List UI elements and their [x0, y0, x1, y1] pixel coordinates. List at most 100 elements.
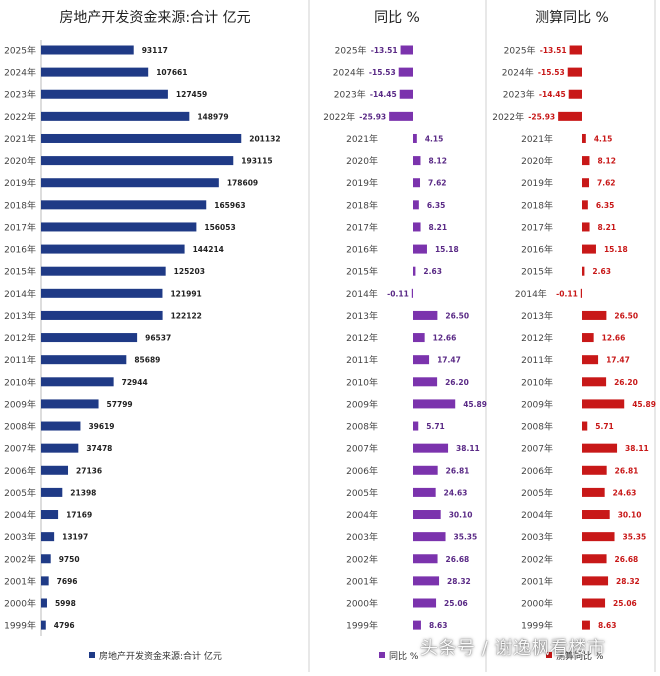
calc-legend-label: 测算同比 % [556, 650, 604, 662]
calc-yoy-year-label: 2011年 [521, 354, 553, 366]
calc-yoy-value-label: 45.89 [632, 400, 656, 409]
calc-yoy-value-label: 38.11 [625, 444, 649, 453]
funding-year-label: 2022年 [4, 111, 36, 123]
funding-year-label: 2005年 [4, 487, 36, 499]
yoy-bar [413, 377, 438, 387]
yoy-year-label: 2003年 [346, 531, 378, 543]
yoy-value-label: 17.47 [437, 356, 461, 365]
yoy-value-label: 26.81 [446, 466, 470, 475]
calc-yoy-value-label: 35.35 [623, 533, 647, 542]
funding-bar [41, 222, 197, 232]
calc-yoy-year-label: 2017年 [521, 221, 553, 233]
funding-value-label: 7696 [57, 577, 78, 586]
calc-yoy-bar [582, 443, 618, 453]
yoy-year-label: 2007年 [346, 443, 378, 455]
yoy-value-label: 26.68 [446, 555, 470, 564]
calc-yoy-bar [567, 67, 582, 77]
yoy-bar [413, 576, 440, 586]
funding-bar [41, 310, 163, 320]
calc-yoy-year-label: 2007年 [521, 443, 553, 455]
yoy-value-label: 35.35 [454, 533, 478, 542]
funding-value-label: 72944 [122, 378, 148, 387]
calc-yoy-value-label: 6.35 [596, 201, 615, 210]
funding-legend-label: 房地产开发资金来源:合计 亿元 [99, 650, 222, 662]
yoy-year-label: 2023年 [334, 89, 366, 101]
calc-yoy-bar [558, 111, 582, 121]
funding-bar [41, 67, 149, 77]
funding-year-label: 2007年 [4, 443, 36, 455]
yoy-value-label: 24.63 [444, 488, 468, 497]
yoy-value-label: -0.11 [387, 289, 409, 298]
calc-yoy-year-label: 2012年 [521, 332, 553, 344]
calc-yoy-bar [582, 421, 588, 431]
calc-yoy-value-label: 8.12 [597, 157, 616, 166]
calc-yoy-bar [582, 156, 590, 166]
funding-bar [41, 443, 79, 453]
funding-value-label: 121991 [170, 289, 201, 298]
calc-yoy-chart-title: 测算同比 % [535, 10, 609, 26]
funding-bar [41, 89, 168, 99]
calc-yoy-value-label: 26.50 [614, 311, 638, 320]
calc-yoy-value-label: -0.11 [556, 289, 578, 298]
calc-yoy-year-label: 2003年 [521, 531, 553, 543]
calc-yoy-value-label: 26.20 [614, 378, 638, 387]
calc-yoy-value-label: 15.18 [604, 245, 628, 254]
funding-value-label: 193115 [241, 157, 272, 166]
funding-year-label: 2019年 [4, 177, 36, 189]
calc-yoy-value-label: 17.47 [606, 356, 630, 365]
funding-value-label: 96537 [145, 334, 171, 343]
funding-year-label: 2008年 [4, 421, 36, 433]
funding-value-label: 37478 [86, 444, 112, 453]
calc-yoy-year-label: 2015年 [521, 266, 553, 278]
yoy-value-label: 8.63 [429, 621, 448, 630]
yoy-bar [413, 443, 449, 453]
yoy-bar [413, 465, 438, 475]
calc-yoy-year-label: 2014年 [515, 288, 547, 300]
yoy-value-label: 8.12 [428, 157, 447, 166]
yoy-year-label: 2004年 [346, 509, 378, 521]
funding-year-label: 2014年 [4, 288, 36, 300]
calc-legend-swatch [546, 652, 552, 658]
calc-yoy-bar [582, 310, 607, 320]
yoy-bar [413, 133, 417, 143]
yoy-year-label: 1999年 [346, 620, 378, 632]
yoy-year-label: 2014年 [346, 288, 378, 300]
calc-yoy-panel: 2025年 -13.51 2024年 -15.53 2023年 -14.45 2022年 -2… [492, 45, 656, 632]
yoy-value-label: -15.53 [369, 68, 396, 77]
calc-yoy-bar [582, 487, 605, 497]
yoy-year-label: 2022年 [323, 111, 355, 123]
yoy-bar [413, 399, 456, 409]
yoy-year-label: 2013年 [346, 310, 378, 322]
funding-year-label: 2015年 [4, 266, 36, 278]
calc-yoy-year-label: 2001年 [521, 575, 553, 587]
calc-yoy-bar [582, 333, 594, 343]
funding-year-label: 2011年 [4, 354, 36, 366]
calc-yoy-bar [582, 465, 607, 475]
yoy-bar [413, 156, 421, 166]
funding-value-label: 57799 [107, 400, 133, 409]
funding-bar [41, 156, 234, 166]
calc-yoy-bar [582, 133, 586, 143]
funding-year-label: 2016年 [4, 244, 36, 256]
watermark-text: 头条号 / 谢逸枫看楼市 [420, 638, 606, 659]
funding-value-label: 122122 [171, 311, 202, 320]
yoy-chart-title: 同比 % [374, 10, 420, 26]
yoy-bar [413, 355, 430, 365]
yoy-bar [413, 487, 436, 497]
funding-bar [41, 399, 99, 409]
yoy-year-label: 2006年 [346, 465, 378, 477]
calc-yoy-value-label: 8.63 [598, 621, 617, 630]
calc-yoy-value-label: 25.06 [613, 599, 637, 608]
yoy-year-label: 2020年 [346, 155, 378, 167]
calc-yoy-bar [582, 620, 590, 630]
yoy-year-label: 2010年 [346, 376, 378, 388]
calc-yoy-value-label: -25.93 [528, 112, 555, 121]
yoy-value-label: -14.45 [370, 90, 397, 99]
calc-yoy-value-label: -14.45 [539, 90, 566, 99]
funding-year-label: 2023年 [4, 89, 36, 101]
funding-year-label: 2021年 [4, 133, 36, 145]
funding-value-label: 93117 [142, 46, 168, 55]
yoy-legend-swatch [379, 652, 385, 658]
